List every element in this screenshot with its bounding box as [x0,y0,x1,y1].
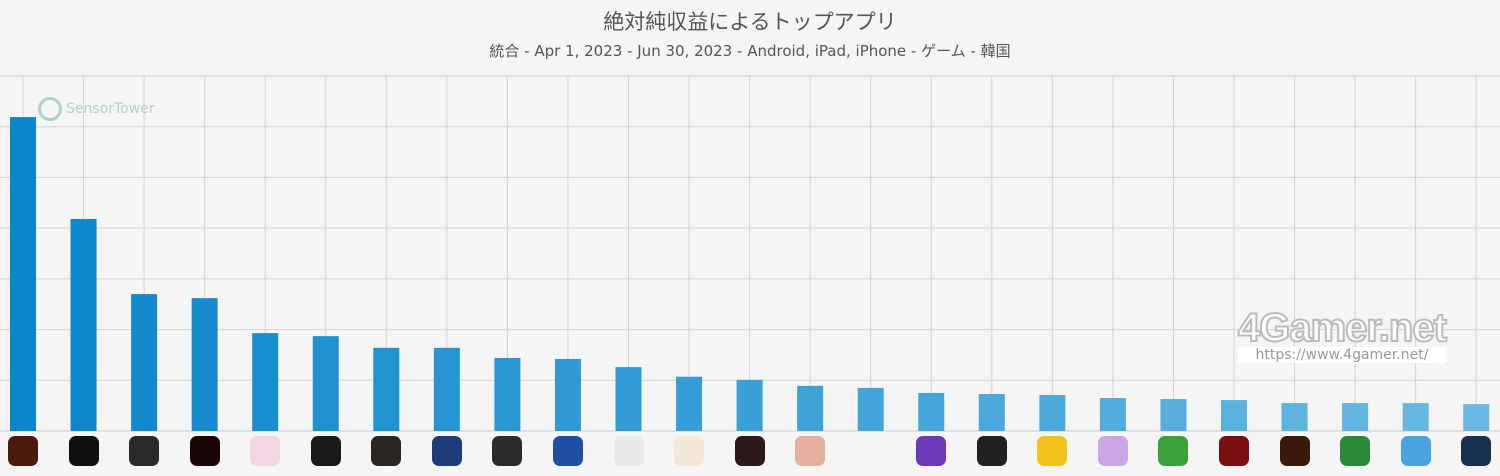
bar[interactable] [131,294,158,431]
app-icon[interactable] [310,436,341,466]
app-icon[interactable] [431,436,462,466]
bar[interactable] [736,379,763,431]
app-icon[interactable] [613,436,644,466]
bar[interactable] [373,347,400,431]
app-icon[interactable] [1158,436,1189,466]
sensortower-watermark: SensorTower [38,97,155,121]
bar[interactable] [1402,403,1429,431]
bar[interactable] [433,347,460,431]
app-icon[interactable] [1097,436,1128,466]
bar[interactable] [494,357,521,431]
app-icon[interactable] [68,436,99,466]
app-icon[interactable] [1279,436,1310,466]
bar[interactable] [1342,403,1369,431]
app-icon[interactable] [1461,436,1492,466]
app-icon[interactable] [1400,436,1431,466]
bar[interactable] [1160,399,1187,431]
bar[interactable] [1039,394,1066,431]
app-icon[interactable] [916,436,947,466]
bar[interactable] [1099,398,1126,431]
bar[interactable] [312,336,339,431]
bar[interactable] [797,385,824,431]
bar[interactable] [1221,400,1247,431]
bar[interactable] [191,298,218,431]
bar[interactable] [857,387,884,431]
bar[interactable] [554,358,581,431]
bar[interactable] [252,333,279,431]
app-icon[interactable] [734,436,765,466]
app-icon[interactable] [552,436,583,466]
app-icon[interactable] [250,436,281,466]
bar[interactable] [1463,404,1490,431]
bar[interactable] [615,367,642,431]
bar[interactable] [676,376,703,431]
app-icon[interactable] [189,436,220,466]
bar[interactable] [1281,403,1308,431]
bar[interactable] [918,392,945,431]
chart-subtitle: 統合 - Apr 1, 2023 - Jun 30, 2023 - Androi… [489,42,1011,60]
app-icon[interactable] [8,436,38,466]
app-icon[interactable] [371,436,402,466]
sensortower-logo-icon [38,97,62,121]
app-icon[interactable] [976,436,1007,466]
bar[interactable] [10,117,36,431]
4gamer-url: https://www.4gamer.net/ [1238,347,1446,363]
4gamer-logo-text: 4Gamer.net [1237,305,1448,351]
app-icon[interactable] [674,436,705,466]
sensortower-text: SensorTower [66,101,155,117]
app-icon[interactable] [1219,436,1249,466]
app-icon[interactable] [1037,436,1068,466]
app-icon[interactable] [1340,436,1371,466]
app-icon[interactable] [795,436,826,466]
app-icon[interactable] [129,436,160,466]
app-icon[interactable] [492,436,523,466]
bar[interactable] [70,219,97,431]
4gamer-watermark: 4Gamer.net https://www.4gamer.net/ [1237,305,1448,363]
chart-title: 絶対純収益によるトップアプリ [603,10,897,34]
bar[interactable] [978,393,1005,431]
app-icon[interactable] [855,436,886,466]
